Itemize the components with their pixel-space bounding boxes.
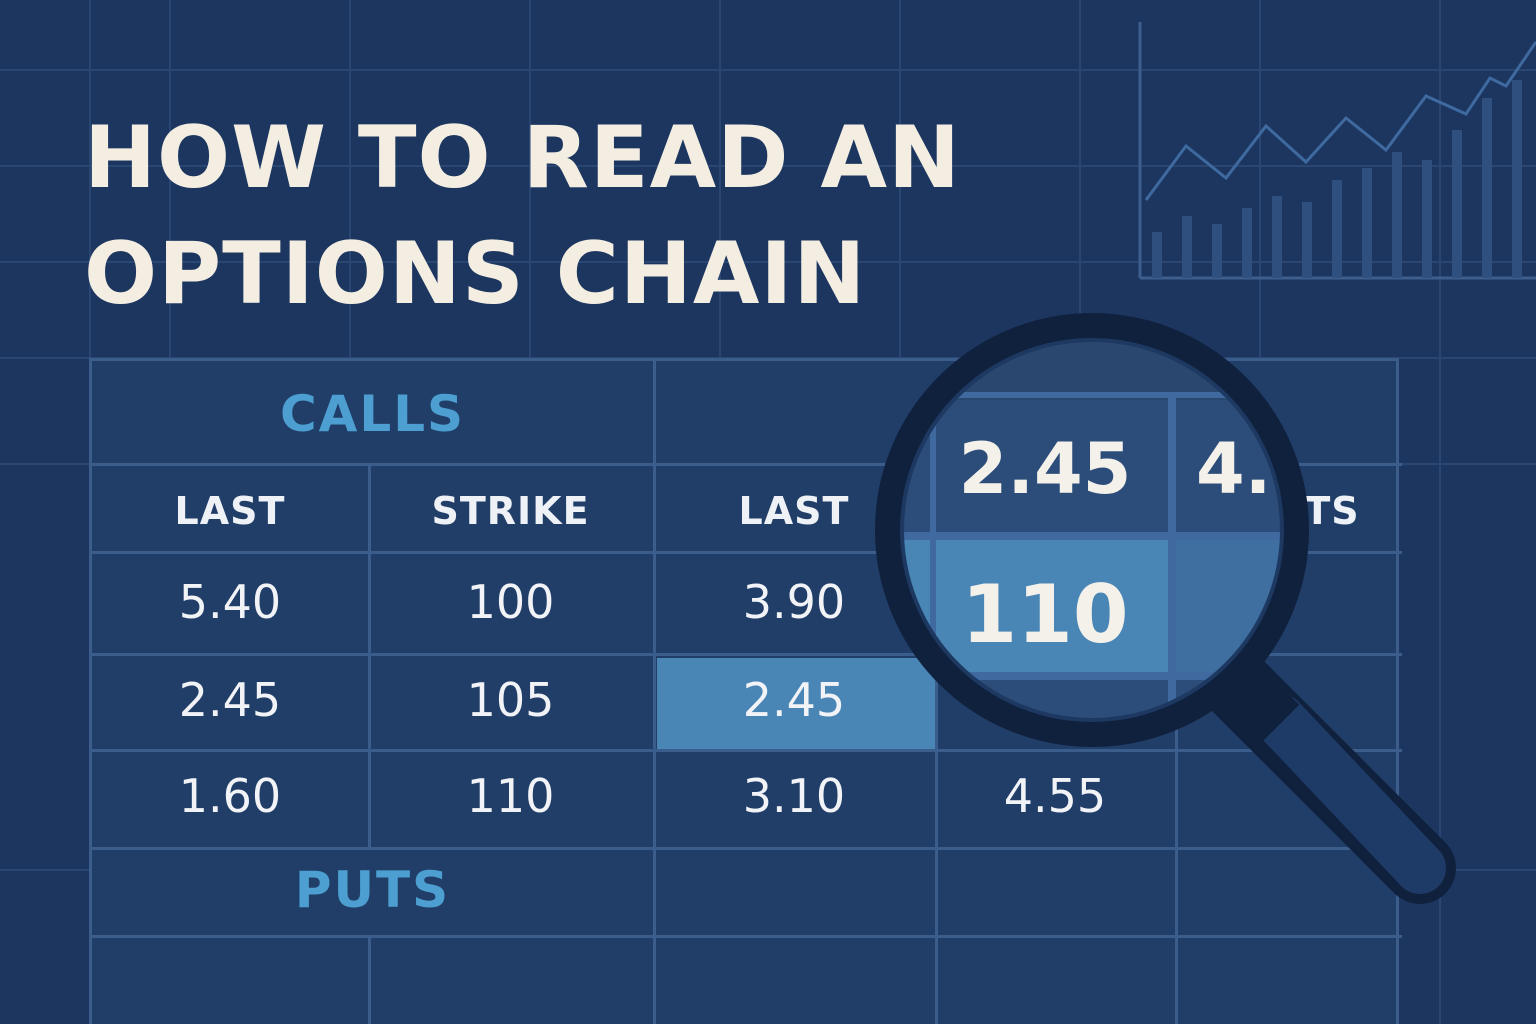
table-divider	[92, 463, 1402, 466]
table-divider	[1175, 463, 1178, 1024]
calls-label: CALLS	[279, 385, 466, 443]
column-header-strike: STRIKE	[431, 489, 590, 533]
table-cell: 100	[466, 575, 555, 629]
title-line-2: OPTIONS CHAIN	[84, 224, 867, 324]
table-divider	[935, 463, 938, 1024]
table-cell: 2.45	[742, 673, 846, 727]
magnified-partial-value: 4.	[1196, 428, 1272, 510]
line-bar-chart-icon	[1138, 22, 1536, 280]
table-cell: 2.45	[178, 673, 282, 727]
title-line-1: HOW TO READ AN	[84, 108, 961, 208]
table-divider	[92, 935, 1402, 938]
column-header-last: LAST	[174, 489, 286, 533]
table-divider	[368, 935, 371, 1024]
table-divider	[92, 551, 1402, 554]
table-cell: 3.90	[742, 575, 846, 629]
table-cell: 110	[466, 769, 555, 823]
table-divider	[368, 463, 371, 847]
table-divider	[92, 653, 1402, 656]
magnified-highlight-value: 110	[961, 568, 1129, 661]
page-title: HOW TO READ AN OPTIONS CHAIN	[84, 100, 961, 332]
column-header-last: LAST	[738, 489, 850, 533]
column-header-partial: TS	[1304, 489, 1360, 533]
magnified-value: 2.45	[958, 428, 1132, 510]
table-cell: 105	[466, 673, 555, 727]
table-cell: 4.55	[1003, 769, 1107, 823]
table-cell: 3.10	[742, 769, 846, 823]
table-divider	[653, 361, 656, 1024]
table-divider	[92, 847, 1402, 850]
puts-label: PUTS	[294, 861, 451, 919]
table-cell: 1.60	[178, 769, 282, 823]
table-divider	[92, 749, 1402, 752]
table-cell: 5.40	[178, 575, 282, 629]
